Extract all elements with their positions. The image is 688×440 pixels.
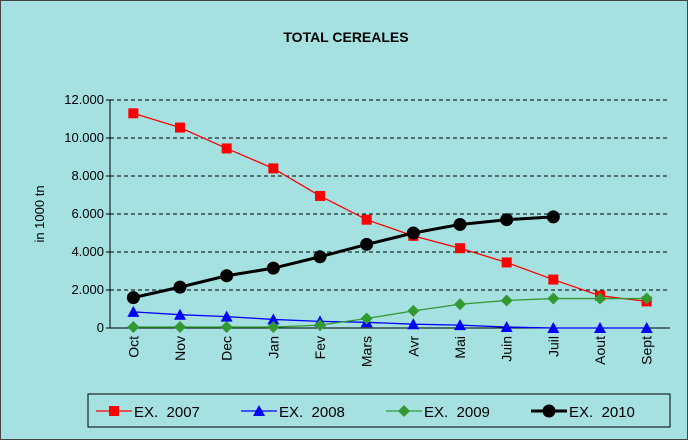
data-point: [501, 257, 512, 268]
data-point: [546, 210, 560, 224]
x-tick-label: Avr: [405, 336, 421, 357]
x-tick-label: Mai: [452, 336, 468, 359]
legend-box: [87, 393, 671, 428]
x-tick-label: Dec: [219, 336, 235, 361]
data-point: [126, 291, 140, 305]
legend-marker: [398, 405, 410, 417]
data-point: [314, 319, 326, 332]
data-point: [128, 108, 139, 119]
data-point: [266, 261, 280, 275]
data-point: [173, 280, 187, 294]
data-point: [453, 217, 467, 231]
y-tick-label: 2.000: [71, 282, 104, 297]
data-point: [500, 213, 514, 227]
data-point: [547, 292, 560, 305]
data-point: [220, 269, 234, 283]
y-tick-label: 8.000: [71, 168, 104, 183]
legend-label: EX. 2007: [134, 404, 200, 421]
data-point: [360, 237, 374, 251]
data-point: [640, 322, 653, 333]
data-point: [127, 305, 140, 317]
data-point: [127, 321, 140, 334]
data-point: [594, 292, 606, 305]
legend-marker: [109, 406, 119, 416]
y-tick-label: 6.000: [71, 206, 104, 221]
series-line: [133, 215, 554, 300]
data-point: [594, 322, 606, 333]
legend-marker: [542, 404, 556, 418]
data-point: [221, 143, 232, 154]
x-tick-label: Oct: [125, 336, 141, 358]
data-point: [547, 322, 560, 333]
data-point: [360, 312, 373, 325]
y-tick-label: 10.000: [64, 130, 104, 145]
data-point: [315, 190, 325, 201]
series-line: [133, 112, 647, 303]
y-tick-label: 0: [97, 320, 104, 335]
data-point: [548, 274, 559, 285]
y-tick-label: 12.000: [64, 92, 104, 107]
data-point: [454, 319, 466, 331]
series-line: [133, 311, 647, 329]
series-line: [133, 297, 647, 328]
x-tick-label: Mars: [359, 336, 375, 367]
x-tick-label: Jan: [265, 336, 281, 359]
legend-marker: [253, 405, 265, 416]
legend-label: EX. 2009: [424, 404, 490, 421]
data-point: [455, 243, 465, 254]
data-point: [500, 321, 513, 333]
data-point: [407, 304, 420, 317]
data-point: [500, 294, 513, 307]
data-point: [268, 163, 279, 174]
data-point: [175, 122, 185, 133]
data-point: [174, 321, 186, 334]
y-tick-label: 4.000: [71, 244, 104, 259]
x-tick-label: Juin: [499, 336, 515, 362]
data-point: [361, 214, 372, 225]
chart-title: TOTAL CEREALES: [283, 29, 408, 45]
data-point: [174, 308, 186, 320]
x-tick-label: Sept: [639, 336, 655, 365]
data-point: [454, 298, 466, 311]
data-point: [313, 250, 327, 264]
data-point: [220, 310, 233, 322]
data-point: [640, 292, 653, 305]
data-point: [406, 226, 420, 240]
legend-label: EX. 2010: [569, 404, 635, 421]
legend-label: EX. 2008: [279, 404, 345, 421]
data-point: [407, 318, 420, 330]
x-tick-label: Juil: [545, 336, 561, 357]
x-tick-label: Nov: [172, 336, 188, 361]
x-tick-label: Fev: [312, 336, 328, 359]
x-tick-label: Aout: [592, 336, 608, 365]
data-point: [267, 313, 280, 325]
data-point: [267, 321, 280, 334]
y-axis-label: in 1000 tn: [32, 185, 47, 242]
data-point: [220, 321, 233, 334]
